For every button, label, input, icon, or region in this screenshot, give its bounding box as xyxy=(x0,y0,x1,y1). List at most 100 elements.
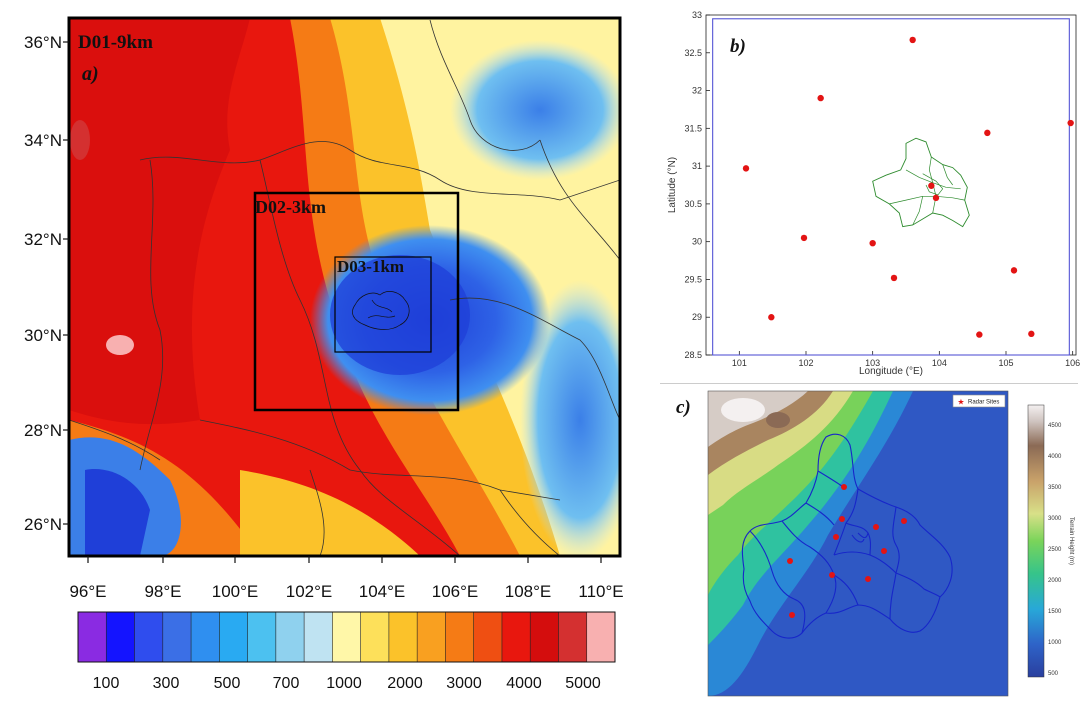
colorbar-tick: 3000 xyxy=(1048,516,1062,522)
colorbar-segment xyxy=(304,612,333,662)
colorbar-tick: 2500 xyxy=(1048,547,1062,553)
colorbar-tick: 4000 xyxy=(1048,454,1062,460)
x-tick-label: 103 xyxy=(865,358,880,368)
lat-tick-label: 26°N xyxy=(24,515,62,534)
colorbar-label: 2000 xyxy=(387,675,423,692)
colorbar-segment xyxy=(360,612,390,662)
lat-tick-label: 32°N xyxy=(24,230,62,249)
radar-site-marker xyxy=(787,558,793,564)
radar-point xyxy=(800,234,808,242)
lat-tick-label: 36°N xyxy=(24,33,62,52)
radar-point xyxy=(817,94,824,102)
colorbar-label: 700 xyxy=(273,675,300,692)
radar-point xyxy=(890,274,898,282)
terrain-colorbar xyxy=(1027,404,1045,678)
radar-point xyxy=(932,194,940,202)
y-tick-label: 29.5 xyxy=(684,274,702,284)
lon-tick-label: 96°E xyxy=(69,582,106,601)
colorbar-frame xyxy=(77,611,616,663)
province-boundaries xyxy=(69,19,620,556)
colorbar-segment xyxy=(388,612,418,662)
elevation-colorbar xyxy=(78,612,616,662)
district-line xyxy=(922,173,944,196)
x-tick-label: 106 xyxy=(1065,358,1080,368)
colorbar-segment xyxy=(134,612,164,662)
radar-points xyxy=(742,36,1074,338)
domain-d03-box xyxy=(334,256,432,353)
y-tick-label: 31 xyxy=(692,161,702,171)
colorbar-segment xyxy=(162,612,192,662)
d03-domain-frame xyxy=(712,18,1070,356)
x-axis-label: Longitude (°E) xyxy=(859,366,923,377)
y-axis-label: Latitude (°N) xyxy=(667,157,678,213)
terrain-height-map xyxy=(708,391,1008,696)
map-frame xyxy=(707,390,1009,697)
colorbar-segment xyxy=(445,612,475,662)
domain-label-d03: D03-1km xyxy=(337,257,404,276)
radar-point xyxy=(1028,330,1035,338)
district-line xyxy=(912,196,924,226)
lon-tick-label: 106°E xyxy=(432,582,479,601)
district-line xyxy=(928,156,937,214)
lon-tick-label: 98°E xyxy=(144,582,181,601)
colorbar-labels: 100 300 500 700 1000 2000 3000 4000 5000 xyxy=(93,675,601,692)
lon-tick-label: 100°E xyxy=(212,582,259,601)
colorbar-label: 100 xyxy=(93,675,120,692)
panel-b: 101 102 103 104 105 106 28.5 29 29.5 30 30.5 31 31.5… xyxy=(648,0,1080,380)
legend-label: Radar Sites xyxy=(968,400,999,406)
radar-sites xyxy=(787,484,907,618)
radar-site-marker xyxy=(789,612,795,618)
district-line xyxy=(942,164,953,186)
y-tick-label: 30.5 xyxy=(684,199,702,209)
panel-c-map: c) xyxy=(676,390,1074,697)
domain-d02-box xyxy=(253,191,460,412)
lat-tick-label: 34°N xyxy=(24,131,62,150)
lat-ticks xyxy=(63,41,69,525)
radar-point xyxy=(976,331,983,338)
colorbar-segment xyxy=(530,612,559,662)
colorbar-tick: 4500 xyxy=(1048,423,1062,429)
star-icon: ★ xyxy=(957,398,964,407)
colorbar-label: 4000 xyxy=(506,675,542,692)
y-tick-label: 31.5 xyxy=(684,123,702,133)
colorbar-segment xyxy=(106,612,136,662)
y-tick-label: 30 xyxy=(692,237,702,247)
radar-site-marker xyxy=(839,516,845,522)
chengdu-boundary xyxy=(872,137,970,228)
legend: ★ Radar Sites xyxy=(952,394,1006,408)
x-tick-label: 102 xyxy=(798,358,813,368)
colorbar-segment xyxy=(501,612,531,662)
colorbar-label: 300 xyxy=(153,675,180,692)
radar-site-marker xyxy=(873,524,879,530)
colorbar-segment xyxy=(275,612,305,662)
y-tick-label: 33 xyxy=(692,10,702,20)
panel-tag-b: b) xyxy=(730,36,746,57)
panel-c: c) xyxy=(658,385,1080,698)
panel-tag-c: c) xyxy=(676,397,691,418)
colorbar-segment xyxy=(219,612,249,662)
lon-axis: 96°E 98°E 100°E 102°E 104°E 106°E 108°E … xyxy=(69,582,623,601)
colorbar-segment xyxy=(247,612,277,662)
lon-tick-label: 110°E xyxy=(578,582,623,601)
chengdu-boundary xyxy=(352,291,410,330)
lat-tick-label: 28°N xyxy=(24,421,62,440)
radar-point xyxy=(1067,119,1074,127)
y-tick-label: 29 xyxy=(692,312,702,322)
x-tick-label: 104 xyxy=(932,358,947,368)
x-tick-label: 101 xyxy=(732,358,747,368)
radar-point xyxy=(869,239,876,247)
colorbar-tick: 3500 xyxy=(1048,485,1062,491)
radar-point xyxy=(768,314,775,321)
domain-frame xyxy=(712,18,1070,356)
colorbar-segment xyxy=(586,612,616,662)
radar-site-marker xyxy=(901,518,907,524)
terrain-field xyxy=(69,18,620,556)
lat-tick-label: 30°N xyxy=(24,326,62,345)
lon-tick-label: 102°E xyxy=(286,582,333,601)
radar-point xyxy=(742,165,750,172)
radar-point xyxy=(928,182,935,189)
colorbar-segment xyxy=(191,612,220,662)
radar-point xyxy=(909,36,916,44)
colorbar-tick: 500 xyxy=(1048,671,1059,677)
district-boundaries xyxy=(741,433,953,639)
